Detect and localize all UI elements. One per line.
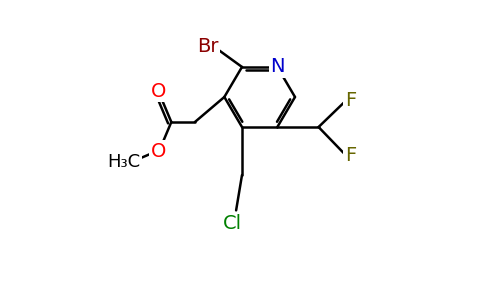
Text: O: O xyxy=(151,142,166,161)
Text: N: N xyxy=(270,58,285,76)
Text: O: O xyxy=(151,82,166,100)
Text: Cl: Cl xyxy=(223,214,242,232)
Text: F: F xyxy=(345,146,356,165)
Text: Br: Br xyxy=(197,38,219,56)
Text: F: F xyxy=(345,91,356,110)
Text: H₃C: H₃C xyxy=(107,153,140,171)
